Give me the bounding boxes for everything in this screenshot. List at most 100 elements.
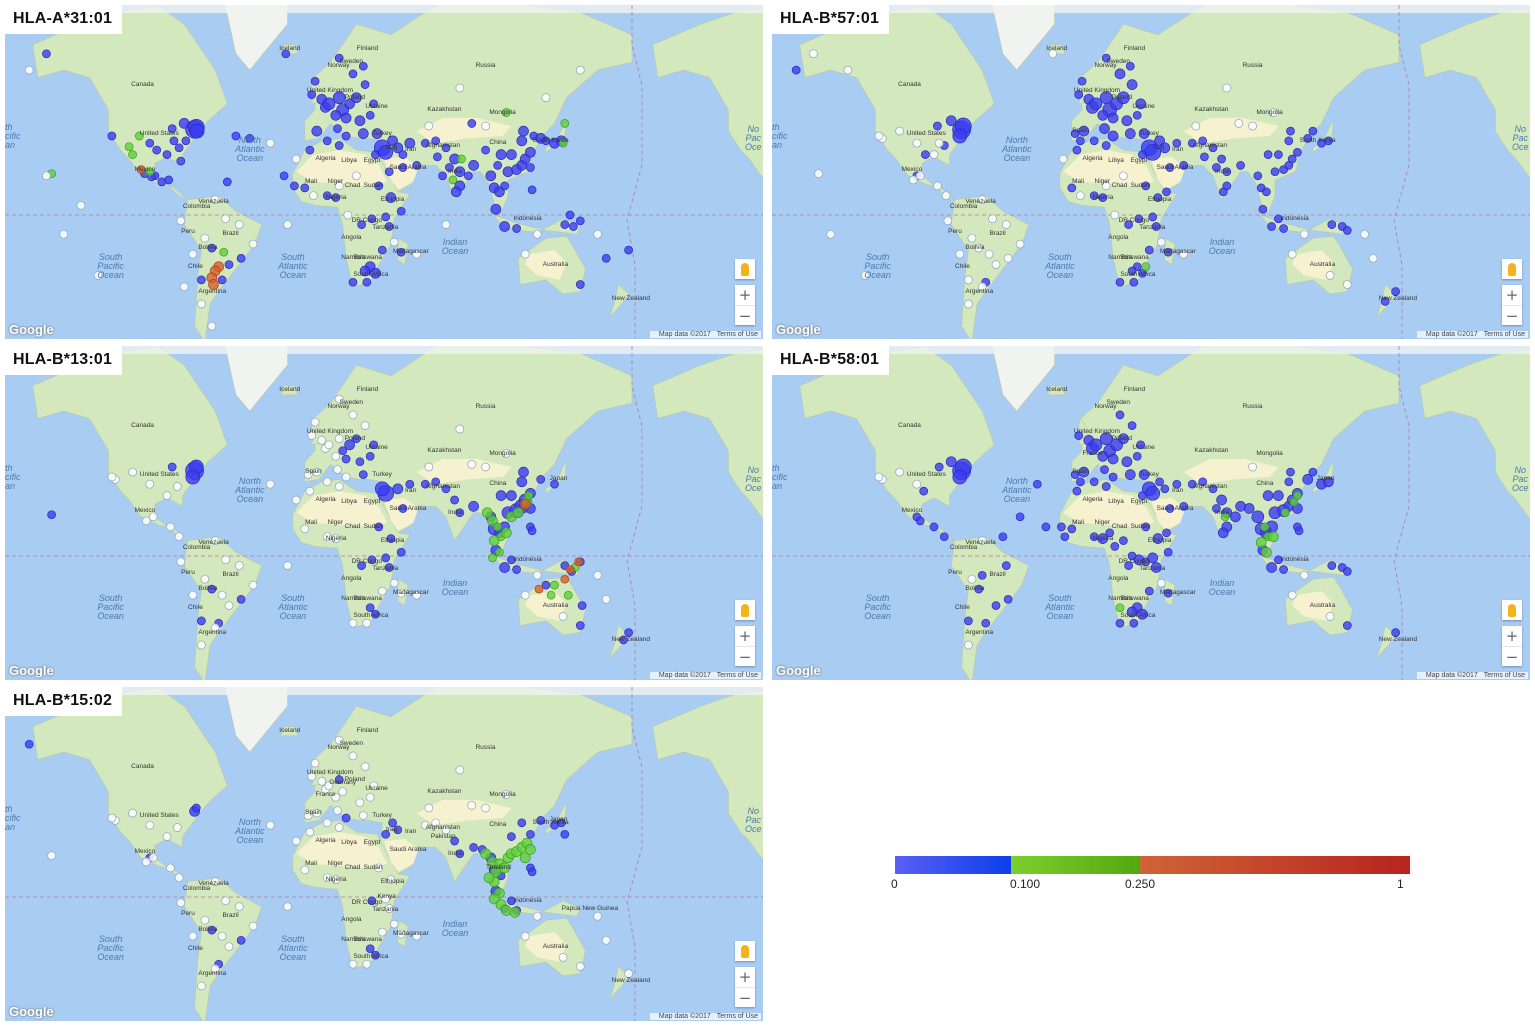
google-logo[interactable]: Google xyxy=(9,322,54,337)
frequency-marker-blue[interactable] xyxy=(1294,526,1304,536)
frequency-marker-blue[interactable] xyxy=(919,486,929,496)
frequency-marker-white[interactable] xyxy=(348,751,358,761)
frequency-marker-green[interactable] xyxy=(512,507,524,519)
frequency-marker-white[interactable] xyxy=(207,321,217,331)
frequency-marker-blue[interactable] xyxy=(1287,154,1297,164)
frequency-marker-white[interactable] xyxy=(1325,612,1335,621)
frequency-marker-blue[interactable] xyxy=(24,739,34,749)
frequency-marker-blue[interactable] xyxy=(1144,245,1154,255)
frequency-marker-blue[interactable] xyxy=(392,483,404,495)
frequency-marker-white[interactable] xyxy=(377,586,387,596)
frequency-marker-blue[interactable] xyxy=(977,570,987,580)
frequency-marker-white[interactable] xyxy=(352,171,361,181)
frequency-marker-blue[interactable] xyxy=(1274,555,1283,565)
frequency-marker-white[interactable] xyxy=(162,832,172,841)
zoom-out-button[interactable]: − xyxy=(1505,307,1519,325)
frequency-marker-blue[interactable] xyxy=(1222,167,1232,177)
frequency-marker-blue[interactable] xyxy=(1217,154,1226,164)
frequency-marker-white[interactable] xyxy=(59,229,69,239)
frequency-marker-blue[interactable] xyxy=(506,490,517,501)
frequency-marker-white[interactable] xyxy=(317,776,327,786)
frequency-marker-white[interactable] xyxy=(908,175,918,185)
frequency-marker-blue[interactable] xyxy=(1284,477,1294,487)
frequency-marker-white[interactable] xyxy=(424,462,434,472)
frequency-marker-blue[interactable] xyxy=(1060,532,1070,542)
frequency-marker-blue[interactable] xyxy=(495,149,507,160)
frequency-marker-blue[interactable] xyxy=(1144,586,1154,596)
frequency-marker-blue[interactable] xyxy=(569,222,578,231)
street-view-button[interactable] xyxy=(1502,259,1522,279)
frequency-marker-blue[interactable] xyxy=(334,775,344,785)
frequency-marker-blue[interactable] xyxy=(550,479,559,489)
frequency-marker-blue[interactable] xyxy=(340,112,352,124)
terms-of-use-link[interactable]: Terms of Use xyxy=(716,1013,758,1020)
frequency-marker-blue[interactable] xyxy=(1212,504,1221,513)
frequency-marker-blue[interactable] xyxy=(500,181,509,191)
frequency-marker-blue[interactable] xyxy=(367,555,377,565)
frequency-marker-orange[interactable] xyxy=(574,557,583,567)
frequency-marker-green[interactable] xyxy=(1255,537,1267,548)
frequency-marker-white[interactable] xyxy=(358,811,368,820)
frequency-marker-orange[interactable] xyxy=(534,584,544,594)
frequency-marker-blue[interactable] xyxy=(527,867,537,877)
frequency-marker-white[interactable] xyxy=(221,555,230,565)
frequency-marker-blue[interactable] xyxy=(152,145,162,155)
frequency-marker-blue[interactable] xyxy=(499,221,510,232)
frequency-marker-white[interactable] xyxy=(210,877,220,886)
frequency-marker-blue[interactable] xyxy=(1077,76,1087,86)
frequency-marker-white[interactable] xyxy=(964,299,973,309)
frequency-marker-blue[interactable] xyxy=(1179,502,1189,511)
frequency-marker-blue[interactable] xyxy=(1076,477,1085,487)
frequency-marker-blue[interactable] xyxy=(1115,277,1125,287)
frequency-marker-blue[interactable] xyxy=(1162,187,1171,197)
frequency-marker-white[interactable] xyxy=(826,229,836,239)
frequency-marker-white[interactable] xyxy=(93,271,103,280)
frequency-marker-white[interactable] xyxy=(291,836,301,846)
frequency-marker-blue[interactable] xyxy=(512,565,521,574)
frequency-marker-blue[interactable] xyxy=(1327,220,1337,229)
frequency-marker-blue[interactable] xyxy=(341,454,351,464)
frequency-marker-white[interactable] xyxy=(912,138,922,148)
frequency-marker-white[interactable] xyxy=(234,902,244,911)
frequency-marker-white[interactable] xyxy=(166,863,175,873)
frequency-marker-blue[interactable] xyxy=(921,150,930,159)
frequency-marker-blue[interactable] xyxy=(560,829,570,839)
frequency-marker-white[interactable] xyxy=(305,827,315,837)
frequency-marker-blue[interactable] xyxy=(1286,467,1295,477)
frequency-marker-blue[interactable] xyxy=(167,462,177,472)
frequency-marker-blue[interactable] xyxy=(1121,456,1133,468)
frequency-marker-white[interactable] xyxy=(291,154,301,164)
frequency-marker-blue[interactable] xyxy=(384,563,394,572)
frequency-marker-blue[interactable] xyxy=(1126,79,1138,90)
frequency-marker-green[interactable] xyxy=(1115,603,1125,613)
frequency-marker-white[interactable] xyxy=(310,417,320,427)
frequency-marker-blue[interactable] xyxy=(1078,125,1090,137)
frequency-marker-blue[interactable] xyxy=(355,457,365,467)
frequency-marker-white[interactable] xyxy=(334,394,344,404)
frequency-marker-white[interactable] xyxy=(145,479,155,489)
frequency-marker-white[interactable] xyxy=(283,902,292,911)
frequency-marker-white[interactable] xyxy=(955,249,965,259)
frequency-marker-blue[interactable] xyxy=(1001,561,1011,570)
map-panel-hla-b-57-01[interactable]: Canada United States Mexico Colombia Venezue… xyxy=(772,5,1530,339)
frequency-marker-green[interactable] xyxy=(490,866,502,878)
frequency-marker-white[interactable] xyxy=(248,580,258,590)
frequency-marker-blue[interactable] xyxy=(1216,494,1227,506)
frequency-marker-white[interactable] xyxy=(455,765,465,775)
frequency-marker-blue[interactable] xyxy=(1107,453,1119,465)
frequency-marker-white[interactable] xyxy=(455,83,465,93)
frequency-marker-blue[interactable] xyxy=(1099,432,1113,446)
frequency-marker-blue[interactable] xyxy=(322,136,332,146)
frequency-marker-white[interactable] xyxy=(176,898,186,908)
frequency-marker-blue[interactable] xyxy=(1172,479,1182,489)
frequency-marker-blue[interactable] xyxy=(1148,212,1158,222)
frequency-marker-blue[interactable] xyxy=(181,136,191,146)
frequency-marker-blue[interactable] xyxy=(300,183,310,193)
frequency-marker-blue[interactable] xyxy=(1115,410,1125,420)
frequency-marker-blue[interactable] xyxy=(1136,440,1146,450)
frequency-marker-blue[interactable] xyxy=(1015,512,1025,522)
frequency-marker-white[interactable] xyxy=(843,65,853,75)
frequency-marker-green[interactable] xyxy=(524,491,534,500)
frequency-marker-white[interactable] xyxy=(348,410,358,420)
frequency-marker-white[interactable] xyxy=(941,191,951,201)
